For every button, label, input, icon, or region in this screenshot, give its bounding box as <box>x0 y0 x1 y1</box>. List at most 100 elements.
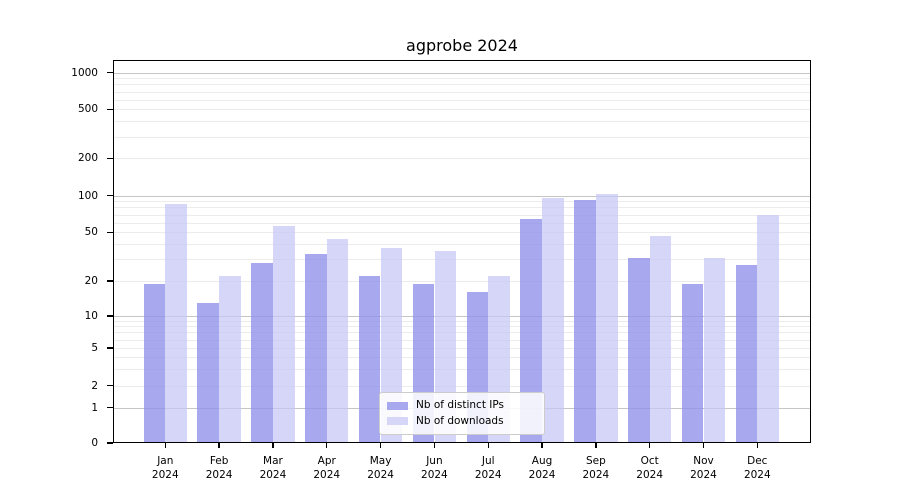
y-tick-mark <box>107 385 113 387</box>
legend: Nb of distinct IPs Nb of downloads <box>379 392 545 435</box>
gridline-minor <box>113 84 811 86</box>
x-tick-mark <box>326 443 328 448</box>
gridline-minor <box>113 348 811 349</box>
legend-item-downloads: Nb of downloads <box>387 416 538 427</box>
bar-downloads-feb <box>219 275 241 443</box>
x-tick-label: Dec 2024 <box>743 455 771 481</box>
gridline-minor <box>113 357 811 359</box>
y-tick-label: 100 <box>77 189 98 202</box>
chart-title: agprobe 2024 <box>406 36 518 55</box>
x-tick-label: May 2024 <box>367 455 394 481</box>
x-tick-label: Jun 2024 <box>421 455 448 481</box>
legend-label-downloads: Nb of downloads <box>416 415 504 428</box>
bar-distinct-ips-oct <box>628 257 650 443</box>
x-tick-label: Aug 2024 <box>528 455 556 481</box>
bar-distinct-ips-nov <box>681 283 704 443</box>
y-tick-label: 500 <box>77 103 98 116</box>
x-tick-mark <box>648 443 651 448</box>
bar-distinct-ips-aug <box>520 219 542 443</box>
gridline-minor <box>113 121 811 123</box>
bar-distinct-ips-mar <box>251 263 273 443</box>
y-tick-mark <box>107 347 113 349</box>
plot-area <box>113 60 811 443</box>
x-tick-mark <box>595 443 597 448</box>
x-tick-mark <box>702 443 705 448</box>
y-tick-label: 200 <box>77 152 98 165</box>
legend-swatch-downloads <box>387 417 408 426</box>
gridline-minor <box>113 244 811 246</box>
x-tick-mark <box>218 443 220 448</box>
bar-distinct-ips-dec <box>735 265 758 443</box>
x-tick-label: Oct 2024 <box>636 455 664 481</box>
bar-distinct-ips-feb <box>197 302 219 443</box>
gridline-minor <box>113 99 811 101</box>
y-tick-label: 1 <box>91 401 98 414</box>
y-tick-label: 1000 <box>71 66 98 79</box>
bar-downloads-mar <box>273 226 295 443</box>
gridline-minor <box>113 158 811 160</box>
gridline-minor <box>113 201 811 203</box>
gridline-minor <box>113 232 811 234</box>
x-tick-label: Jan 2024 <box>151 455 179 481</box>
gridline-minor <box>113 222 811 224</box>
y-tick-mark <box>107 157 113 159</box>
bar-downloads-sep <box>596 193 618 443</box>
y-tick-mark <box>107 280 113 282</box>
y-tick-label: 20 <box>84 274 98 287</box>
y-tick-mark <box>107 442 113 444</box>
legend-swatch-distinct-ips <box>387 401 408 410</box>
x-tick-label: Jul 2024 <box>474 455 502 481</box>
gridline-minor <box>113 78 811 80</box>
bar-distinct-ips-may <box>358 275 381 443</box>
gridline-minor <box>113 281 811 282</box>
y-tick-mark <box>107 108 113 110</box>
gridline-minor <box>113 332 811 334</box>
y-tick-label: 50 <box>84 226 98 239</box>
legend-item-distinct-ips: Nb of distinct IPs <box>387 400 538 411</box>
gridline-minor <box>113 207 811 209</box>
gridline-minor <box>113 109 811 111</box>
x-tick-mark <box>433 443 436 448</box>
y-tick-label: 0 <box>91 436 98 449</box>
x-tick-mark <box>272 443 274 448</box>
x-tick-label: Nov 2024 <box>690 455 717 481</box>
y-tick-label: 10 <box>84 309 98 322</box>
x-tick-mark <box>541 443 543 448</box>
x-tick-mark <box>487 443 489 448</box>
x-tick-label: Sep 2024 <box>582 455 610 481</box>
bar-downloads-aug <box>542 198 564 443</box>
gridline-minor <box>113 339 811 341</box>
x-tick-mark <box>756 443 758 448</box>
y-tick-mark <box>107 195 113 197</box>
x-tick-label: Mar 2024 <box>259 455 287 481</box>
bar-downloads-oct <box>649 235 672 443</box>
gridline-major <box>113 72 811 74</box>
legend-label-distinct-ips: Nb of distinct IPs <box>416 399 504 412</box>
y-tick-label: 2 <box>91 379 98 392</box>
bar-distinct-ips-jan <box>143 283 166 443</box>
y-tick-mark <box>107 72 113 74</box>
bar-downloads-apr <box>326 239 349 443</box>
y-tick-mark <box>107 315 113 317</box>
gridline-minor <box>113 91 811 93</box>
bar-downloads-jan <box>165 204 187 443</box>
x-tick-mark <box>164 443 166 448</box>
gridline-major <box>113 195 811 197</box>
gridline-minor <box>113 326 811 328</box>
x-tick-label: Apr 2024 <box>313 455 341 481</box>
gridline-minor <box>113 369 811 371</box>
bar-downloads-dec <box>757 214 779 443</box>
y-tick-mark <box>107 407 113 409</box>
bar-distinct-ips-apr <box>305 254 327 443</box>
gridline-major <box>113 316 811 317</box>
x-tick-mark <box>379 443 382 448</box>
bar-distinct-ips-sep <box>574 200 596 443</box>
gridline-minor <box>113 136 811 138</box>
gridline-minor <box>113 214 811 216</box>
gridline-minor <box>113 385 811 387</box>
x-tick-label: Feb 2024 <box>205 455 233 481</box>
gridline-minor <box>113 259 811 261</box>
y-tick-mark <box>107 231 113 233</box>
gridline-minor <box>113 320 811 322</box>
